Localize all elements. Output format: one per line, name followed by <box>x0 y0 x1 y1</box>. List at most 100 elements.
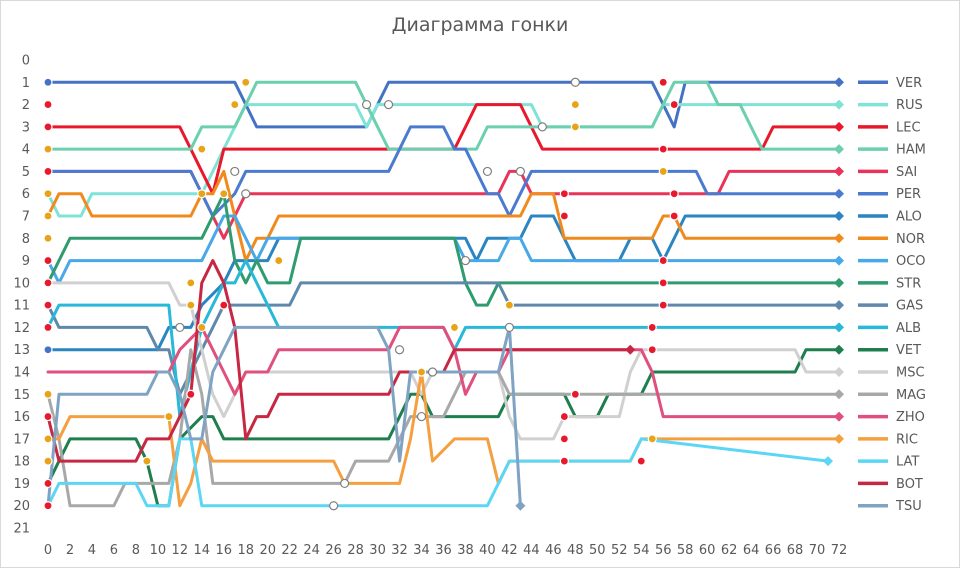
pit-stop-marker <box>43 77 53 87</box>
x-tick-label: 0 <box>44 543 52 558</box>
y-tick-label: 14 <box>13 366 30 381</box>
pit-stop-marker <box>43 99 53 110</box>
series-end-marker <box>834 166 844 177</box>
pit-stop-marker <box>43 233 53 243</box>
series-end-marker <box>515 500 526 511</box>
legend-label-tsu: TSU <box>895 499 922 514</box>
series-line-sai <box>46 169 841 240</box>
pit-stop-marker <box>658 144 668 154</box>
pit-stop-marker <box>274 255 284 266</box>
y-tick-label: 13 <box>13 343 30 358</box>
pit-stop-marker <box>647 434 657 444</box>
x-tick-label: 36 <box>435 543 452 558</box>
series-end-marker <box>834 211 844 221</box>
pit-stop-marker <box>43 166 53 177</box>
y-tick-label: 11 <box>13 299 30 314</box>
y-tick-label: 10 <box>13 276 30 291</box>
x-tick-label: 12 <box>172 543 189 558</box>
legend-label-lat: LAT <box>896 455 919 470</box>
pit-stop-marker <box>43 211 53 221</box>
pit-stop-marker <box>559 411 569 422</box>
series-line-ham <box>46 80 841 151</box>
legend-label-str: STR <box>896 276 921 291</box>
pit-stop-marker <box>570 77 580 87</box>
x-tick-label: 48 <box>567 543 584 558</box>
y-tick-label: 12 <box>13 321 30 336</box>
series-end-marker <box>834 433 844 444</box>
series-line-mag <box>46 348 841 508</box>
pit-stop-marker <box>43 278 53 288</box>
x-tick-label: 14 <box>194 543 211 558</box>
legend-label-alb: ALB <box>896 321 921 336</box>
y-tick-label: 3 <box>22 120 30 135</box>
x-tick-label: 42 <box>501 543 518 558</box>
series-end-marker <box>834 277 844 288</box>
legend-label-ham: HAM <box>896 143 926 158</box>
legend-label-bot: BOT <box>896 477 923 492</box>
pit-stop-marker <box>43 122 53 132</box>
pit-stop-marker <box>658 77 668 87</box>
pit-stop-marker <box>43 456 53 466</box>
series-end-marker <box>834 255 844 266</box>
y-tick-label: 5 <box>22 165 30 180</box>
pit-stop-marker <box>669 99 679 110</box>
x-tick-label: 70 <box>809 543 826 558</box>
x-tick-label: 26 <box>325 543 342 558</box>
x-tick-label: 68 <box>787 543 804 558</box>
pit-stop-marker <box>43 389 53 399</box>
pit-stop-marker <box>340 478 350 489</box>
y-tick-label: 2 <box>22 98 30 113</box>
y-tick-label: 18 <box>13 455 30 470</box>
series-line-rus <box>46 103 841 218</box>
pit-stop-marker <box>43 189 53 199</box>
x-tick-label: 44 <box>523 543 540 558</box>
pit-stop-marker <box>647 322 657 333</box>
legend-label-nor: NOR <box>896 232 925 247</box>
y-tick-label: 20 <box>13 499 30 514</box>
pit-stop-marker <box>416 367 427 377</box>
x-tick-label: 40 <box>479 543 496 558</box>
x-tick-label: 50 <box>589 543 606 558</box>
pit-stop-marker <box>427 367 438 377</box>
series-line-lec <box>46 103 841 196</box>
pit-stop-marker <box>43 322 53 333</box>
y-tick-label: 21 <box>13 522 30 537</box>
series-end-marker <box>834 411 844 422</box>
x-tick-label: 30 <box>369 543 386 558</box>
legend-label-lec: LEC <box>896 120 921 135</box>
pit-stop-marker <box>669 189 679 199</box>
pit-stop-marker <box>197 322 207 333</box>
chart-title: Диаграмма гонки <box>391 14 569 36</box>
series-end-marker <box>834 188 844 199</box>
legend-label-per: PER <box>896 187 921 202</box>
y-tick-label: 17 <box>13 432 30 447</box>
pit-stop-marker <box>449 322 460 333</box>
pit-stop-marker <box>537 122 547 132</box>
series-line-oco <box>46 214 841 285</box>
pit-stop-marker <box>197 144 207 154</box>
legend-label-alo: ALO <box>896 210 922 225</box>
x-tick-label: 22 <box>281 543 298 558</box>
legend-label-ric: RIC <box>896 432 918 447</box>
x-tick-label: 62 <box>721 543 738 558</box>
x-tick-label: 64 <box>743 543 760 558</box>
series-line-tsu <box>46 325 522 508</box>
legend-label-ver: VER <box>896 76 922 91</box>
x-tick-label: 24 <box>303 543 320 558</box>
y-tick-label: 15 <box>13 388 30 403</box>
series-end-marker <box>834 233 844 244</box>
series-end-marker <box>823 456 834 467</box>
pit-stop-marker <box>197 189 207 199</box>
x-tick-label: 20 <box>259 543 276 558</box>
pit-stop-marker <box>460 255 471 266</box>
pit-stop-marker <box>43 434 53 444</box>
pit-stop-marker <box>570 99 580 110</box>
x-tick-label: 34 <box>413 543 430 558</box>
pit-stop-marker <box>164 411 174 422</box>
pit-stop-marker <box>230 99 240 110</box>
pit-stop-marker <box>175 322 185 333</box>
pit-stop-marker <box>383 99 394 110</box>
series-end-marker <box>834 77 844 88</box>
x-tick-label: 2 <box>66 543 74 558</box>
